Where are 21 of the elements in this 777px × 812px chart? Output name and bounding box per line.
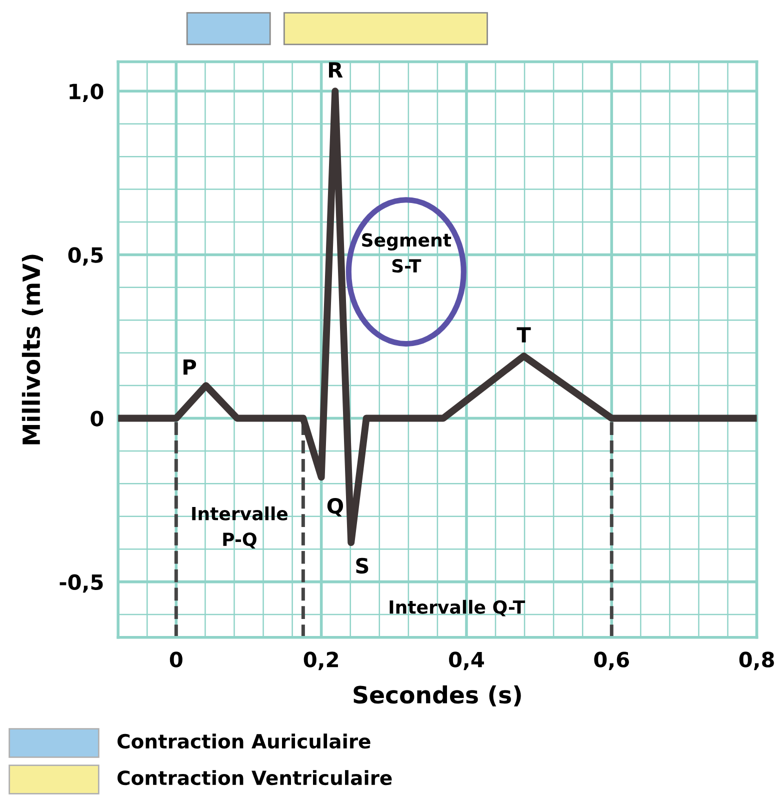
y-tick-label: -0,5 — [60, 574, 103, 593]
x-tick-label: 0 — [170, 652, 182, 668]
text: Contraction Auriculaire — [118, 734, 370, 749]
y-tick-label: 0,5 — [68, 247, 103, 266]
annotation: T — [516, 327, 531, 342]
annotation: P — [184, 359, 196, 375]
text: Contraction Ventriculaire — [118, 770, 392, 786]
annotation: Segment S-T — [362, 233, 452, 273]
x-axis-title: Secondes (s) — [354, 685, 521, 706]
y-axis-title: Millivolts (mV) — [22, 254, 43, 444]
annotation: Intervalle Q-T — [390, 600, 526, 616]
annotation: Q — [327, 498, 344, 516]
x-tick-label: 0,4 — [449, 652, 484, 670]
x-tick-label: 0,2 — [304, 652, 338, 670]
annotation: R — [329, 62, 343, 78]
x-tick-label: 0,6 — [594, 652, 629, 670]
annotation: S — [356, 558, 368, 574]
y-tick-label: 1,0 — [70, 84, 104, 102]
x-tick-label: 0,8 — [739, 652, 774, 670]
annotation: Intervalle P-Q — [192, 506, 288, 549]
y-tick-label: 0 — [90, 410, 104, 426]
